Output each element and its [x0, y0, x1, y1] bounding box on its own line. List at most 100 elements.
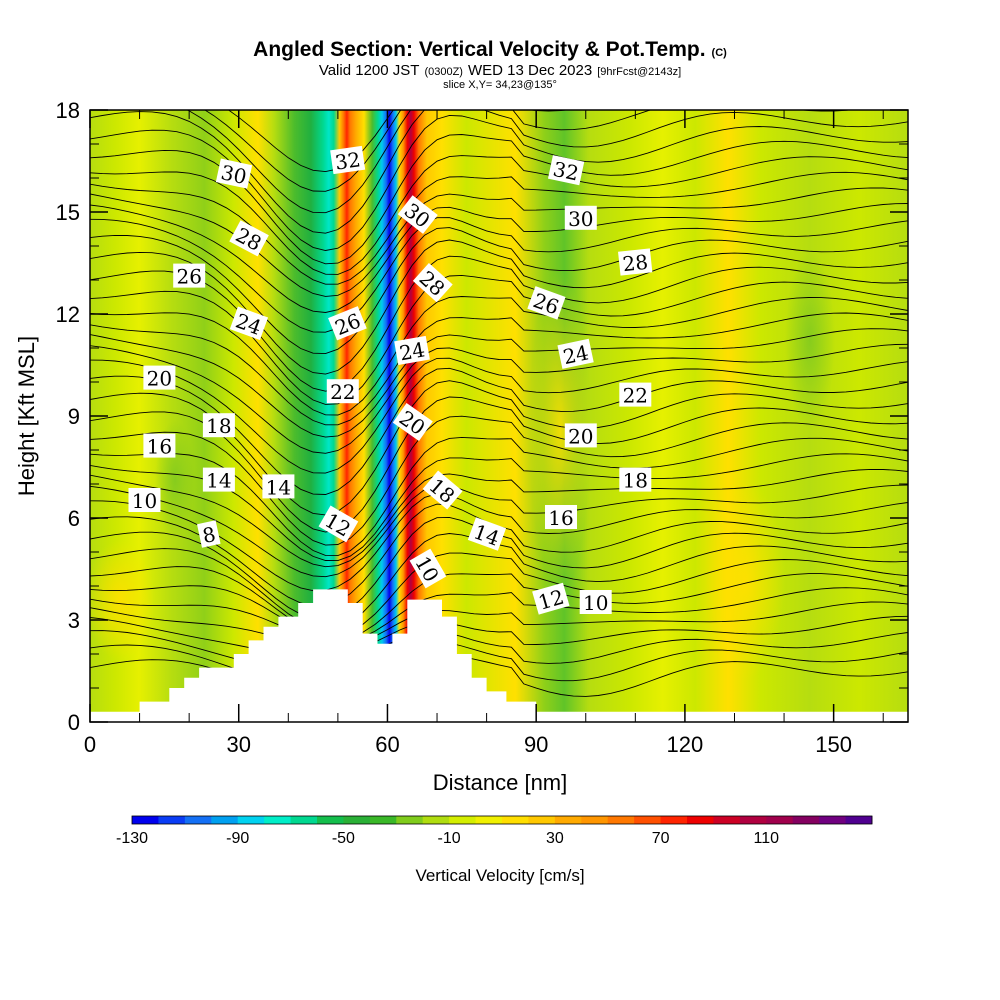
contour-line: [186, 110, 854, 214]
contour-label: 10: [128, 488, 161, 513]
contour-line: [90, 615, 908, 657]
svg-text:16: 16: [147, 435, 172, 459]
x-tick-label: 150: [815, 732, 852, 757]
velocity-cell: [705, 480, 785, 680]
x-tick-label: 90: [524, 732, 548, 757]
contour-line: [90, 239, 908, 375]
contour-line: [90, 468, 908, 568]
svg-text:18: 18: [206, 414, 231, 438]
chart-title: Angled Section: Vertical Velocity & Pot.…: [253, 38, 727, 61]
colorbar-swatch: [343, 816, 371, 824]
contour-line: [90, 187, 908, 297]
svg-text:16: 16: [548, 506, 573, 530]
colorbar-tick-label: -10: [438, 830, 461, 847]
colorbar-swatch: [396, 816, 424, 824]
contour-label: 24: [394, 335, 430, 365]
svg-text:20: 20: [568, 424, 593, 448]
title-block: Angled Section: Vertical Velocity & Pot.…: [253, 38, 727, 91]
contour-line: [90, 484, 908, 578]
colorbar-swatch: [158, 816, 186, 824]
colorbar-swatch: [528, 816, 556, 824]
y-tick-label: 15: [56, 200, 80, 225]
y-axis: 0 3 6 9 12 15 18: [56, 98, 908, 735]
contour-line: [90, 357, 908, 474]
colorbar-tick-label: 70: [652, 830, 670, 847]
colorbar-swatch: [317, 816, 344, 824]
colorbar-swatch: [792, 816, 820, 824]
y-tick-label: 12: [56, 302, 80, 327]
contour-line: [90, 328, 908, 438]
contour-label: 24: [557, 338, 594, 369]
contour-label: 16: [545, 505, 577, 530]
svg-text:14: 14: [266, 475, 291, 499]
svg-text:22: 22: [330, 380, 355, 404]
svg-text:28: 28: [621, 250, 649, 277]
contour-line: [90, 587, 908, 643]
velocity-cell: [90, 540, 155, 660]
svg-text:24: 24: [561, 340, 591, 369]
colorbar-frame: [131, 815, 873, 825]
y-tick-label: 3: [68, 608, 80, 633]
contour-line: [90, 171, 908, 285]
contour-line: [90, 227, 908, 355]
colorbar-swatch: [845, 816, 873, 824]
contour-line: [90, 296, 908, 416]
contour-line: [90, 396, 908, 533]
colorbar-swatch: [581, 816, 609, 824]
contour-label: 22: [619, 382, 652, 408]
contour-line: [90, 343, 908, 454]
colorbar-swatch: [766, 816, 794, 824]
contour-line: [90, 312, 908, 426]
contour-line: [90, 573, 908, 640]
x-tick-label: 0: [84, 732, 96, 757]
svg-text:8: 8: [200, 522, 217, 548]
colorbar-swatch: [660, 816, 688, 824]
svg-text:32: 32: [551, 157, 581, 186]
colorbar-swatch: [264, 816, 291, 824]
contour-line: [90, 255, 908, 392]
svg-text:32: 32: [334, 147, 363, 174]
x-tick-label: 60: [375, 732, 399, 757]
contour-label: 26: [527, 286, 566, 320]
slice-info: slice X,Y= 34,23@135°: [443, 79, 557, 91]
colorbar-swatch: [290, 816, 318, 824]
contour-label: 18: [619, 467, 652, 493]
contour-label: 30: [215, 158, 253, 189]
colorbar-tick-label: -90: [226, 830, 249, 847]
colorbar-label: Vertical Velocity [cm/s]: [415, 866, 584, 885]
svg-text:30: 30: [219, 160, 249, 189]
x-tick-label: 30: [226, 732, 250, 757]
svg-text:22: 22: [623, 384, 648, 408]
contour-line: [90, 114, 908, 251]
contour-line: [90, 601, 908, 647]
velocity-cell: [785, 250, 835, 430]
contour-label: 32: [330, 145, 366, 175]
x-tick-label: 120: [667, 732, 704, 757]
contour-label: 26: [173, 263, 206, 289]
contour-line: [90, 217, 908, 333]
colorbar-tick-label: 30: [546, 830, 564, 847]
svg-text:26: 26: [176, 265, 201, 289]
colorbar-swatch: [422, 816, 450, 824]
colorbar-tick-label: 110: [754, 830, 780, 847]
colorbar-swatch: [713, 816, 741, 824]
colorbar-swatch: [475, 816, 503, 824]
contour-label: 14: [202, 467, 235, 493]
contour-label: 28: [618, 248, 653, 277]
colorbar-swatch: [184, 816, 212, 824]
y-axis-label: Height [Kft MSL]: [14, 336, 39, 496]
svg-text:20: 20: [147, 367, 172, 391]
contour-line: [204, 110, 571, 192]
svg-text:24: 24: [398, 337, 427, 365]
svg-text:10: 10: [132, 489, 157, 513]
contour-line: [90, 493, 908, 592]
colorbar-swatch: [369, 816, 397, 824]
contour-label: 20: [143, 365, 176, 391]
contour-line: [90, 415, 908, 546]
contour-label: 32: [547, 155, 585, 186]
svg-text:10: 10: [583, 591, 608, 615]
contour-line: [90, 630, 908, 672]
chart-subtitle: Valid 1200 JST (0300Z) WED 13 Dec 2023 [9hr…: [319, 62, 681, 79]
